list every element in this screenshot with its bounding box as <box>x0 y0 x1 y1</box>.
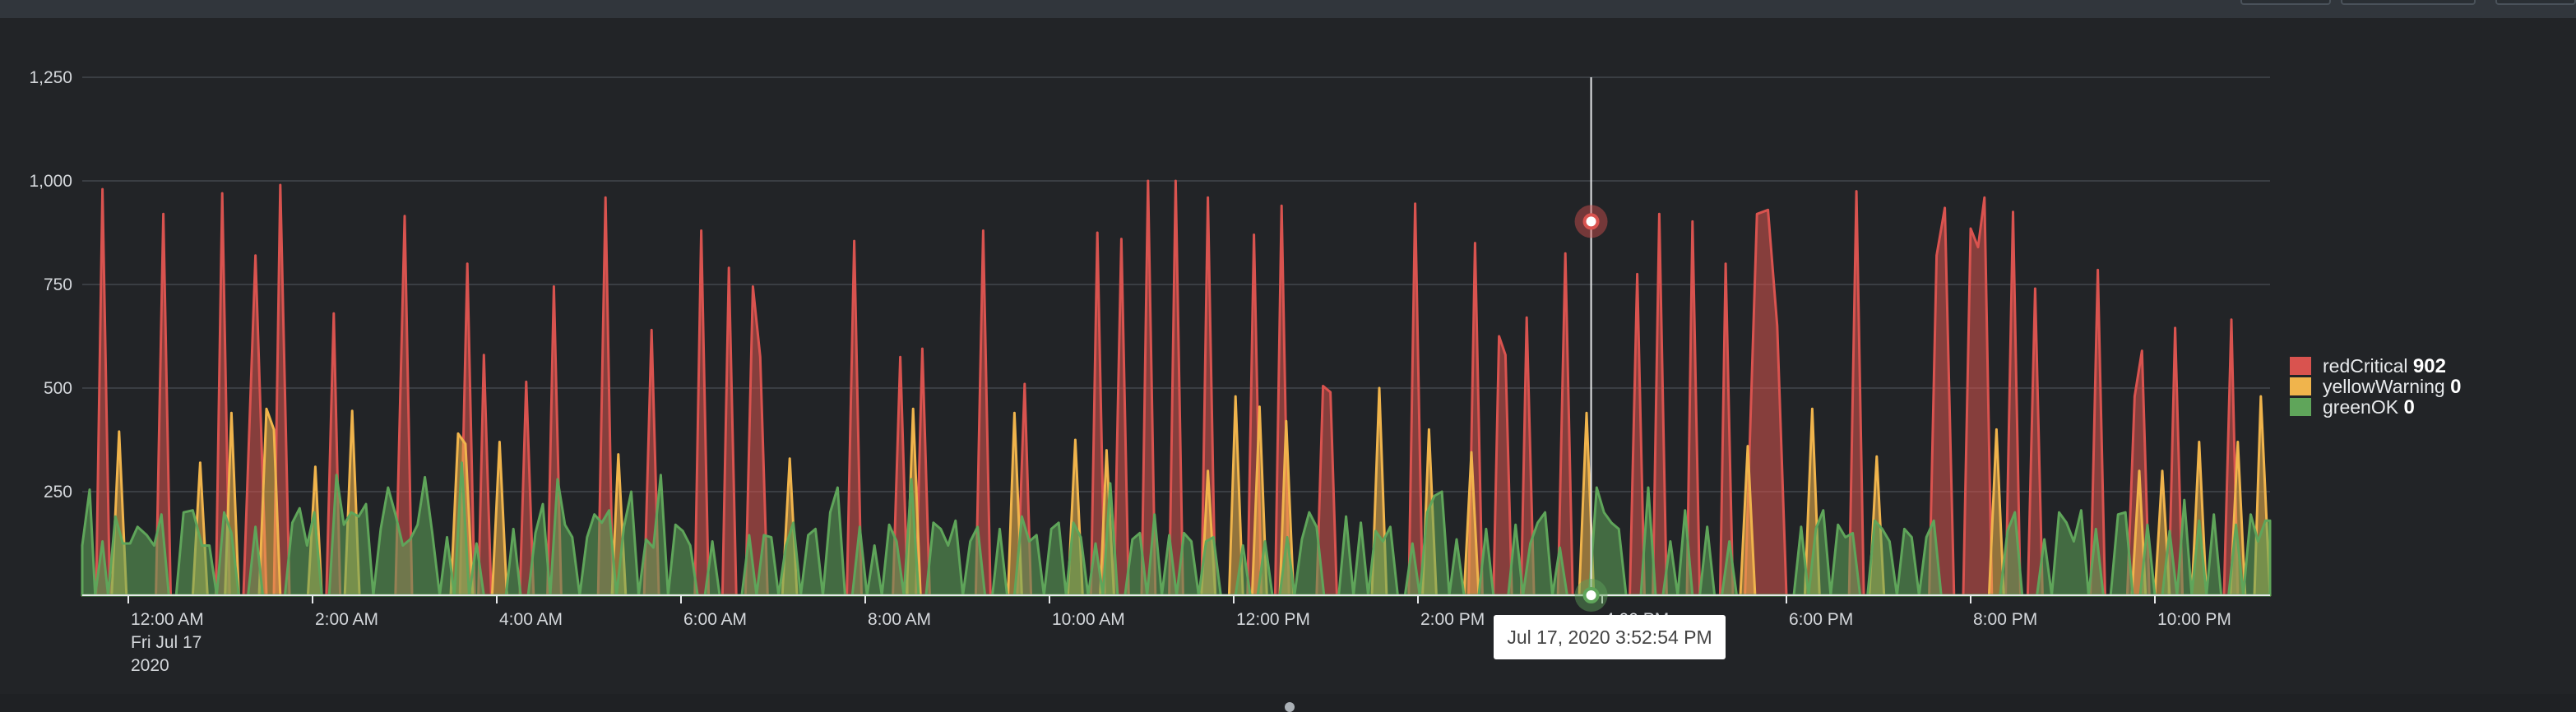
y-tick-label: 1,250 <box>29 68 72 87</box>
crosshair-tooltip: Jul 17, 2020 3:52:54 PM <box>1494 615 1726 659</box>
dashboard-header <box>0 0 2576 18</box>
legend-item-yellowWarning[interactable]: yellowWarning 0 <box>2323 376 2461 398</box>
legend-value: 0 <box>2450 376 2461 398</box>
legend-swatch-yellowWarning <box>2290 377 2311 395</box>
header-button-middle[interactable] <box>2341 0 2476 5</box>
x-tick-label: 10:00 AM <box>1052 610 1125 629</box>
x-tick-label: Fri Jul 17 <box>131 633 202 652</box>
chart-panel: 250 500 750 1,000 1,250 12:00 AM Fri Jul 17 202… <box>0 18 2576 712</box>
header-button-left[interactable] <box>2240 0 2331 5</box>
x-tick-label: 2020 <box>131 656 169 675</box>
x-tick-label: 10:00 PM <box>2157 610 2231 629</box>
x-tick-label: 2:00 AM <box>315 610 378 629</box>
y-tick-label: 1,000 <box>29 172 72 191</box>
y-tick-label: 750 <box>44 275 72 294</box>
x-tick-label: 12:00 PM <box>1236 610 1310 629</box>
y-tick-label: 500 <box>44 379 72 398</box>
crosshair-point-red <box>1582 213 1600 230</box>
legend-swatch-greenOK <box>2290 398 2311 416</box>
header-button-right[interactable] <box>2495 0 2576 5</box>
x-tick-label: 6:00 AM <box>683 610 747 629</box>
x-tick-label: 12:00 AM <box>131 610 204 629</box>
x-tick-label: 2:00 PM <box>1420 610 1485 629</box>
crosshair-point-green <box>1582 587 1600 603</box>
y-tick-label: 250 <box>44 483 72 502</box>
legend-value: 902 <box>2413 355 2446 377</box>
x-tick-label: 6:00 PM <box>1789 610 1853 629</box>
series-area-greenOK <box>81 461 2272 597</box>
legend-value: 0 <box>2403 396 2414 418</box>
x-tick-label: 8:00 PM <box>1973 610 2037 629</box>
scroll-indicator[interactable] <box>1285 702 1295 712</box>
x-tick-label: 8:00 AM <box>868 610 931 629</box>
legend-swatch-redCritical <box>2290 357 2311 375</box>
legend-item-greenOK[interactable]: greenOK 0 <box>2323 396 2415 418</box>
legend-item-redCritical[interactable]: redCritical 902 <box>2323 355 2446 377</box>
x-tick-label: 4:00 AM <box>499 610 563 629</box>
area-chart[interactable]: 250 500 750 1,000 1,250 12:00 AM Fri Jul 17 202… <box>0 18 2576 694</box>
